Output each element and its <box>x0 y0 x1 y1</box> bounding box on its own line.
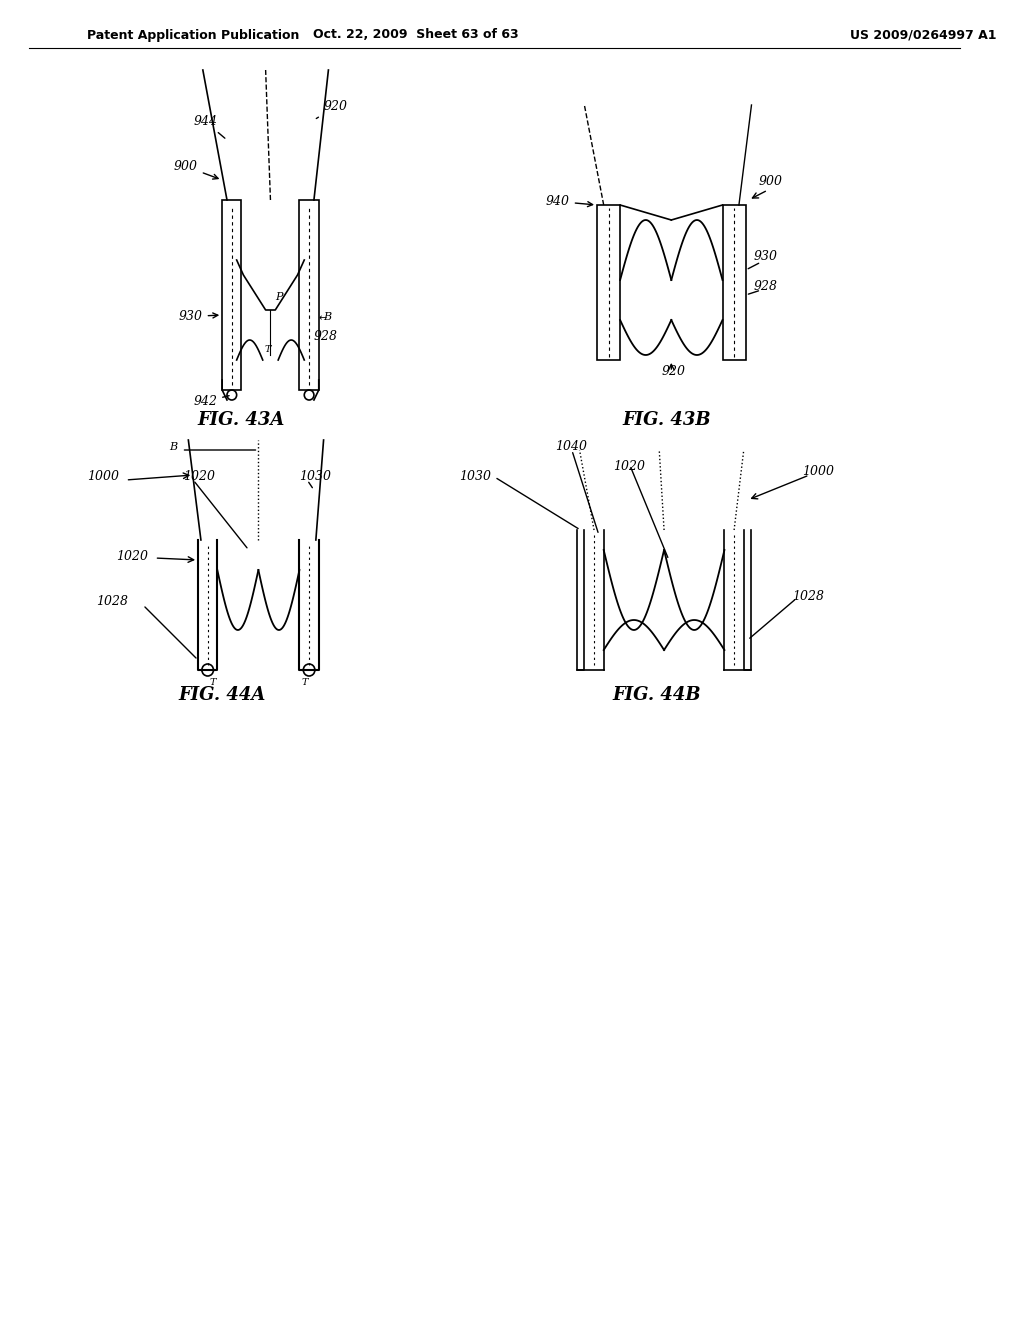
Text: 1000: 1000 <box>802 465 834 478</box>
Text: B: B <box>169 442 177 451</box>
Text: 1020: 1020 <box>116 550 147 564</box>
Text: 1020: 1020 <box>183 470 215 483</box>
Text: FIG. 44A: FIG. 44A <box>178 686 266 704</box>
Text: FIG. 44B: FIG. 44B <box>612 686 701 704</box>
Text: 1028: 1028 <box>792 590 824 603</box>
Text: 928: 928 <box>754 280 777 293</box>
Text: 1030: 1030 <box>299 470 332 483</box>
Text: T: T <box>264 345 270 354</box>
Text: B: B <box>324 312 332 322</box>
Text: FIG. 43A: FIG. 43A <box>198 411 285 429</box>
Text: 942: 942 <box>194 395 229 408</box>
Text: 928: 928 <box>314 330 338 343</box>
Text: 940: 940 <box>546 195 593 209</box>
Text: ←: ← <box>318 313 327 323</box>
Text: 1000: 1000 <box>87 470 119 483</box>
Bar <box>222 201 242 389</box>
Text: Oct. 22, 2009  Sheet 63 of 63: Oct. 22, 2009 Sheet 63 of 63 <box>312 29 518 41</box>
Text: 930: 930 <box>179 310 218 323</box>
Text: 930: 930 <box>754 249 777 263</box>
Text: 1040: 1040 <box>555 440 588 453</box>
Text: Patent Application Publication: Patent Application Publication <box>87 29 299 41</box>
Bar <box>723 205 745 360</box>
Text: 920: 920 <box>316 100 347 119</box>
Text: P: P <box>275 292 283 302</box>
Text: 1028: 1028 <box>96 595 129 609</box>
Text: 900: 900 <box>174 160 218 180</box>
Text: T: T <box>210 678 216 686</box>
Text: 920: 920 <box>662 366 686 378</box>
Text: 900: 900 <box>758 176 782 187</box>
Text: US 2009/0264997 A1: US 2009/0264997 A1 <box>850 29 996 41</box>
Bar <box>597 205 621 360</box>
Text: 1030: 1030 <box>459 470 490 483</box>
Text: 1020: 1020 <box>613 459 645 473</box>
Text: T: T <box>301 678 308 686</box>
Text: 944: 944 <box>194 115 225 139</box>
Text: FIG. 43B: FIG. 43B <box>623 411 711 429</box>
Bar <box>299 201 318 389</box>
